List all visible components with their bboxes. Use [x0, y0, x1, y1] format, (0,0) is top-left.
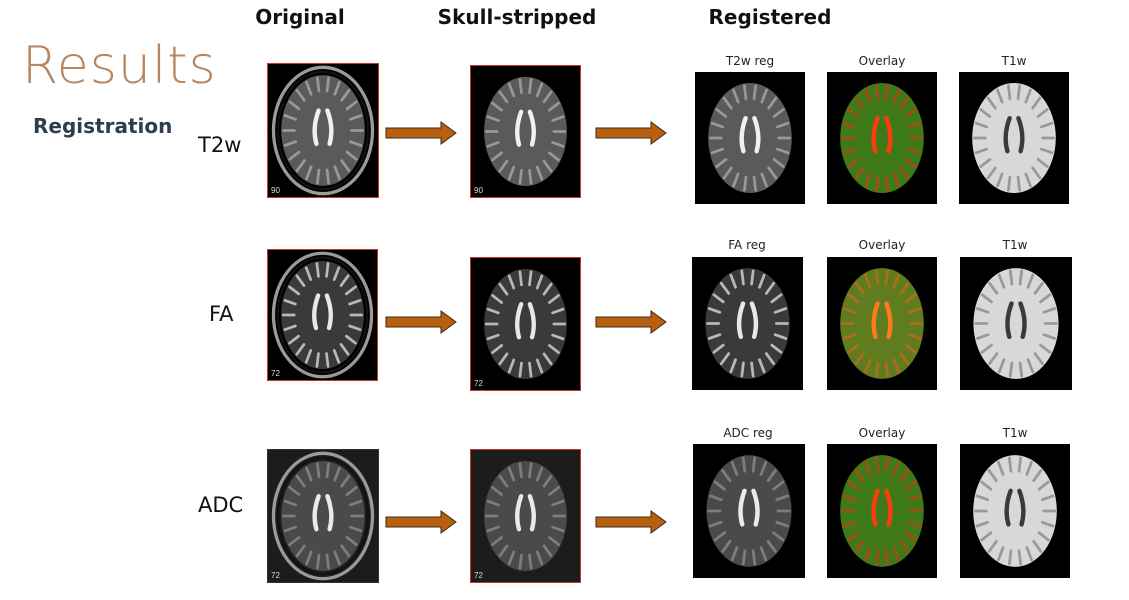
skull-stripped-image-t2w: 90	[470, 65, 581, 198]
overlay-image-t2w	[827, 72, 937, 204]
overlay-image-fa	[827, 257, 937, 390]
slice-number: 90	[271, 186, 280, 195]
brain-scan-graphic	[708, 83, 792, 193]
overlay-image-adc	[827, 444, 937, 578]
skull-stripped-image-fa: 72	[470, 257, 581, 391]
arrow-right-icon	[385, 121, 457, 145]
slide-subtitle: Registration	[33, 114, 173, 138]
panel-title: T1w	[1002, 238, 1028, 252]
panel-title: ADC reg	[723, 426, 773, 440]
brain-scan-graphic	[840, 83, 924, 193]
arrow-right-icon	[595, 510, 667, 534]
column-header-registered: Registered	[708, 5, 832, 29]
original-image-t2w: 90	[267, 63, 379, 198]
slice-number: 72	[474, 379, 483, 388]
brain-scan-graphic	[706, 455, 792, 567]
brain-scan-graphic	[973, 268, 1059, 379]
row-label-fa: FA	[209, 302, 234, 326]
brain-scan-graphic	[271, 251, 374, 379]
brain-scan-graphic	[484, 76, 567, 187]
slice-number: 72	[271, 571, 280, 580]
panel-title: T2w reg	[725, 54, 775, 68]
brain-scan-graphic	[271, 65, 375, 196]
column-header-original: Original	[255, 5, 345, 29]
slice-number: 72	[271, 369, 280, 378]
t1w-image	[960, 444, 1070, 578]
row-label-t2w: T2w	[198, 133, 242, 157]
panel-title: Overlay	[858, 54, 906, 68]
brain-scan-graphic	[972, 83, 1056, 193]
registered-image-adc	[693, 444, 805, 578]
panel-title: T1w	[1001, 54, 1027, 68]
t1w-image	[960, 257, 1072, 390]
slice-number: 90	[474, 186, 483, 195]
brain-scan-graphic	[705, 268, 790, 379]
original-image-adc: 72	[267, 449, 379, 583]
arrow-right-icon	[385, 510, 457, 534]
row-label-adc: ADC	[198, 493, 244, 517]
t1w-image	[959, 72, 1069, 204]
skull-stripped-image-adc: 72	[470, 449, 581, 583]
brain-scan-graphic	[840, 268, 924, 379]
brain-scan-graphic	[484, 269, 567, 379]
original-image-fa: 72	[267, 249, 378, 381]
slide-title: Results	[22, 36, 217, 96]
slice-number: 72	[474, 571, 483, 580]
arrow-right-icon	[595, 121, 667, 145]
column-header-skull-stripped: Skull-stripped	[437, 5, 597, 29]
panel-title: Overlay	[858, 426, 906, 440]
panel-title: T1w	[1002, 426, 1028, 440]
registered-image-t2w	[695, 72, 805, 204]
arrow-right-icon	[595, 310, 667, 334]
brain-scan-graphic	[973, 455, 1057, 567]
brain-scan-graphic	[271, 451, 375, 581]
arrow-right-icon	[385, 310, 457, 334]
panel-title: Overlay	[858, 238, 906, 252]
brain-scan-graphic	[484, 461, 567, 571]
brain-scan-graphic	[840, 455, 924, 567]
registered-image-fa	[692, 257, 803, 390]
panel-title: FA reg	[728, 238, 766, 252]
